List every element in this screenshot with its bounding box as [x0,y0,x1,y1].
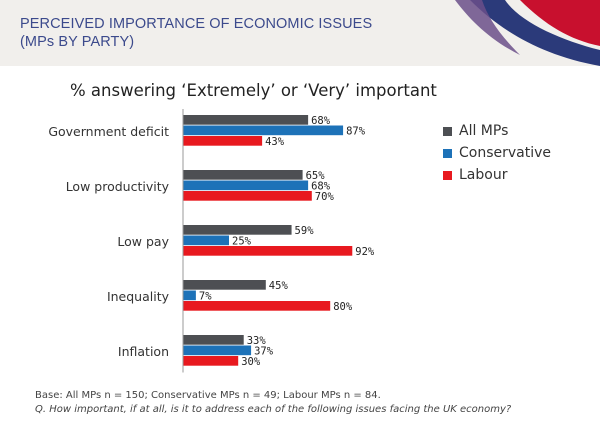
page-title-line1: PERCEIVED IMPORTANCE OF ECONOMIC ISSUES [20,16,373,32]
bar-low-pay-conservative [183,235,229,246]
bar-inflation-all-mps [183,335,244,345]
data-label-government-deficit-conservative: 87% [346,125,366,137]
bar-government-deficit-labour [183,136,263,146]
footer-base: Base: All MPs n = 150; Conservative MPs … [35,390,381,401]
data-label-inequality-all-mps: 45% [269,280,289,292]
data-label-low-productivity-all-mps: 65% [306,170,326,182]
data-label-low-pay-all-mps: 59% [295,225,315,237]
category-label-government-deficit: Government deficit [48,124,169,139]
swoosh-navy [470,0,600,66]
data-label-inflation-conservative: 37% [254,345,274,357]
data-label-inequality-conservative: 7% [199,290,212,302]
legend-item-labour: Labour [443,164,551,186]
chart-title: % answering ‘Extremely’ or ‘Very’ import… [70,81,437,100]
legend-swatch-conservative [443,148,452,158]
data-label-low-productivity-labour: 70% [315,191,335,203]
swoosh-purple [455,0,520,55]
footer-question: Q. How important, if at all, is it to ad… [35,404,512,415]
legend-item-all-mps: All MPs [443,120,551,142]
bar-government-deficit-all-mps [183,115,309,125]
bar-government-deficit-conservative [183,125,344,136]
swoosh-red [520,0,600,46]
bar-low-productivity-all-mps [183,170,303,180]
legend-label-conservative: Conservative [459,145,552,161]
footer: Base: All MPs n = 150; Conservative MPs … [35,389,511,417]
bar-inflation-labour [183,356,239,366]
bar-inequality-conservative [183,290,196,301]
data-label-inflation-all-mps: 33% [247,335,267,347]
data-label-low-productivity-conservative: 68% [311,180,331,192]
legend-swatch-labour [443,170,452,180]
data-label-low-pay-conservative: 25% [232,235,252,247]
data-label-low-pay-labour: 92% [355,246,375,258]
bar-low-productivity-labour [183,191,312,201]
category-label-inequality: Inequality [107,289,170,304]
data-label-government-deficit-all-mps: 68% [311,115,331,127]
category-label-low-pay: Low pay [117,234,169,249]
bar-inequality-labour [183,301,331,311]
decorative-swoosh [455,0,600,66]
category-label-inflation: Inflation [118,344,169,359]
page-title-line2: (MPs BY PARTY) [20,34,135,50]
page-title: PERCEIVED IMPORTANCE OF ECONOMIC ISSUES … [20,15,450,51]
bar-inflation-conservative [183,345,252,356]
legend-label-all-mps: All MPs [459,123,509,139]
legend-swatch-all-mps [443,126,452,136]
bar-low-pay-all-mps [183,225,292,235]
bar-low-pay-labour [183,246,353,256]
legend-item-conservative: Conservative [443,142,551,164]
bar-low-productivity-conservative [183,180,309,191]
data-label-inequality-labour: 80% [333,301,353,313]
data-label-inflation-labour: 30% [241,356,261,368]
legend: All MPs Conservative Labour [443,120,551,186]
data-label-government-deficit-labour: 43% [265,136,285,148]
category-label-low-productivity: Low productivity [66,179,170,194]
legend-label-labour: Labour [459,167,508,183]
bar-inequality-all-mps [183,280,266,290]
